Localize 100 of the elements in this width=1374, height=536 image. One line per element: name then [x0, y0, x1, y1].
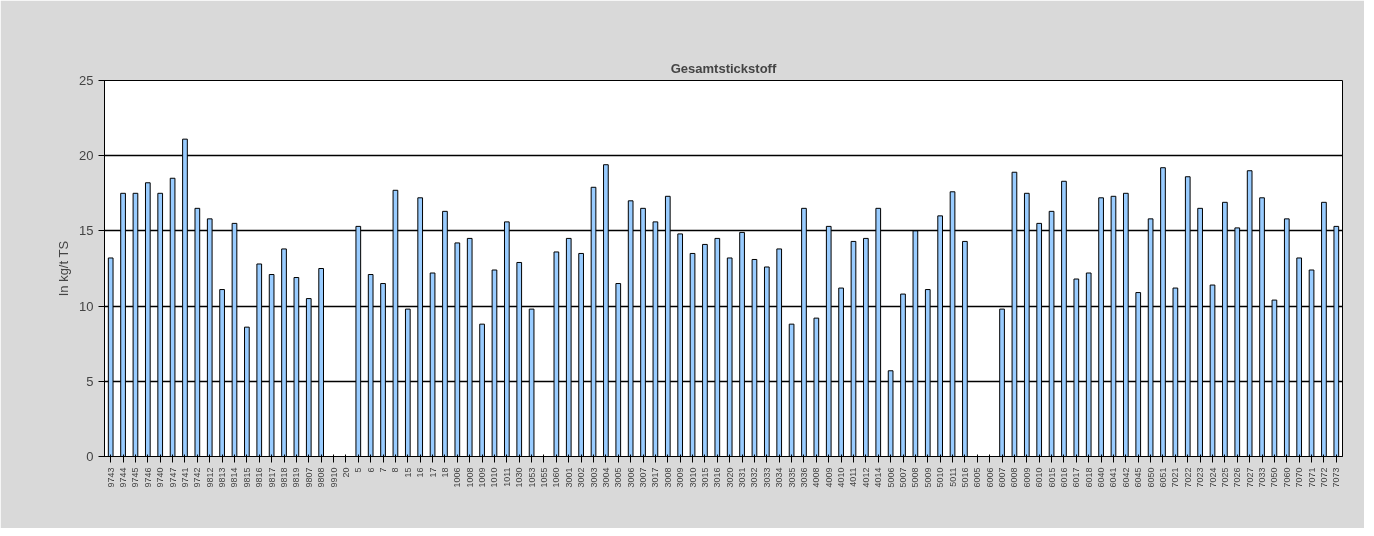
x-tick-label: 6045	[1133, 467, 1144, 488]
x-tick-label: 7070	[1294, 467, 1305, 488]
x-tick-label: 7060	[1281, 467, 1292, 488]
x-tick-label: 3034	[774, 467, 785, 488]
x-tick-label: 9742	[192, 467, 203, 488]
x-tick-label: 9814	[229, 467, 240, 488]
x-tick-label: 9813	[217, 467, 228, 488]
x-tick-label: 9746	[142, 467, 153, 488]
x-tick-label: 6051	[1157, 467, 1168, 488]
x-tick-label: 1006	[452, 467, 463, 488]
x-tick-label: 3017	[650, 467, 661, 488]
x-tick-label: 20	[340, 467, 351, 478]
x-tick-label: 5008	[910, 467, 921, 488]
x-tick-label: 4010	[836, 467, 847, 488]
x-tick-label: 9807	[303, 467, 314, 488]
x-tick-label: 3020	[724, 467, 735, 488]
x-tick-label: 5009	[922, 467, 933, 488]
x-tick-label: 3005	[613, 467, 624, 488]
x-tick-label: 6005	[972, 467, 983, 488]
x-tick-label: 6015	[1046, 467, 1057, 488]
y-tick-label: 10	[79, 298, 94, 314]
x-tick-label: 8	[390, 467, 401, 473]
x-tick-label: 3015	[699, 467, 710, 488]
x-tick-label: 6010	[1034, 467, 1045, 488]
x-tick-label: 4014	[873, 467, 884, 488]
x-tick-label: 7023	[1195, 467, 1206, 488]
x-tick-label: 9808	[316, 467, 327, 488]
x-tick-label: 4009	[823, 467, 834, 488]
x-tick-label: 9745	[130, 467, 141, 488]
x-tick-label: 7050	[1269, 467, 1280, 488]
x-tick-label: 3032	[749, 467, 760, 488]
x-tick-label: 3016	[712, 467, 723, 488]
x-tick-label: 18	[439, 467, 450, 478]
x-tick-label: 15	[402, 467, 413, 478]
x-tick-label: 9818	[279, 467, 290, 488]
x-tick-label: 5011	[947, 467, 958, 487]
x-tick-label: 6042	[1120, 467, 1131, 488]
x-tick-label: 7072	[1318, 467, 1329, 488]
x-tick-label: 6008	[1009, 467, 1020, 488]
x-tick-label: 1008	[464, 467, 475, 488]
x-tick-label: 16	[415, 467, 426, 478]
x-tick-label: 3033	[761, 467, 772, 488]
x-tick-label: 6050	[1145, 467, 1156, 488]
x-tick-label: 7073	[1331, 467, 1342, 488]
x-tick-label: 7071	[1306, 467, 1317, 488]
x-tick-label: 3009	[675, 467, 686, 488]
x-tick-label: 9910	[328, 467, 339, 488]
x-tick-label: 9743	[105, 467, 116, 488]
x-tick-label: 1011	[501, 467, 512, 487]
x-tick-label: 7024	[1207, 467, 1218, 488]
y-tick-label: 25	[79, 73, 94, 88]
x-tick-label: 3002	[576, 467, 587, 488]
x-tick-label: 6016	[1058, 467, 1069, 488]
y-tick-label: 15	[79, 223, 94, 239]
x-tick-label: 3031	[737, 467, 748, 488]
chart-title: Gesamtstickstoff	[670, 60, 777, 76]
x-tick-label: 5	[353, 467, 364, 473]
x-tick-label: 7022	[1182, 467, 1193, 488]
x-tick-label: 3003	[588, 467, 599, 488]
x-tick-label: 6018	[1083, 467, 1094, 488]
y-tick-label: 20	[79, 148, 94, 164]
x-tick-label: 5016	[959, 467, 970, 488]
x-tick-label: 9747	[167, 467, 178, 488]
x-tick-label: 9812	[204, 467, 215, 488]
x-tick-label: 7025	[1219, 467, 1230, 488]
x-tick-label: 7033	[1257, 467, 1268, 488]
x-tick-label: 7021	[1170, 467, 1181, 488]
x-tick-label: 1055	[538, 467, 549, 488]
x-tick-label: 1010	[489, 467, 500, 488]
x-tick-label: 1053	[526, 467, 537, 488]
x-tick-label: 6009	[1021, 467, 1032, 488]
x-tick-label: 5007	[898, 467, 909, 488]
x-tick-label: 3001	[563, 467, 574, 488]
x-tick-label: 9744	[118, 467, 129, 488]
x-tick-label: 9819	[291, 467, 302, 488]
x-tick-label: 6	[365, 467, 376, 473]
x-tick-label: 3010	[687, 467, 698, 488]
x-tick-label: 5010	[935, 467, 946, 488]
x-tick-label: 7027	[1244, 467, 1255, 488]
y-tick-label: 5	[86, 373, 94, 389]
x-tick-label: 9741	[179, 467, 190, 488]
x-tick-label: 17	[427, 467, 438, 478]
x-tick-label: 7	[378, 467, 389, 473]
x-tick-label: 4011	[848, 467, 859, 487]
y-tick-label: 0	[86, 449, 94, 464]
x-tick-label: 9815	[241, 467, 252, 488]
x-tick-label: 6041	[1108, 467, 1119, 488]
x-tick-label: 3008	[662, 467, 673, 488]
x-tick-label: 1030	[514, 467, 525, 488]
x-tick-label: 6017	[1071, 467, 1082, 488]
x-tick-label: 3035	[786, 467, 797, 488]
x-tick-label: 3036	[798, 467, 809, 488]
x-tick-label: 4012	[860, 467, 871, 488]
x-tick-label: 9816	[254, 467, 265, 488]
x-tick-label: 5006	[885, 467, 896, 488]
x-tick-label: 4008	[811, 467, 822, 488]
x-tick-label: 3006	[625, 467, 636, 488]
x-tick-label: 6006	[984, 467, 995, 488]
x-tick-label: 9817	[266, 467, 277, 488]
x-tick-label: 1009	[477, 467, 488, 488]
